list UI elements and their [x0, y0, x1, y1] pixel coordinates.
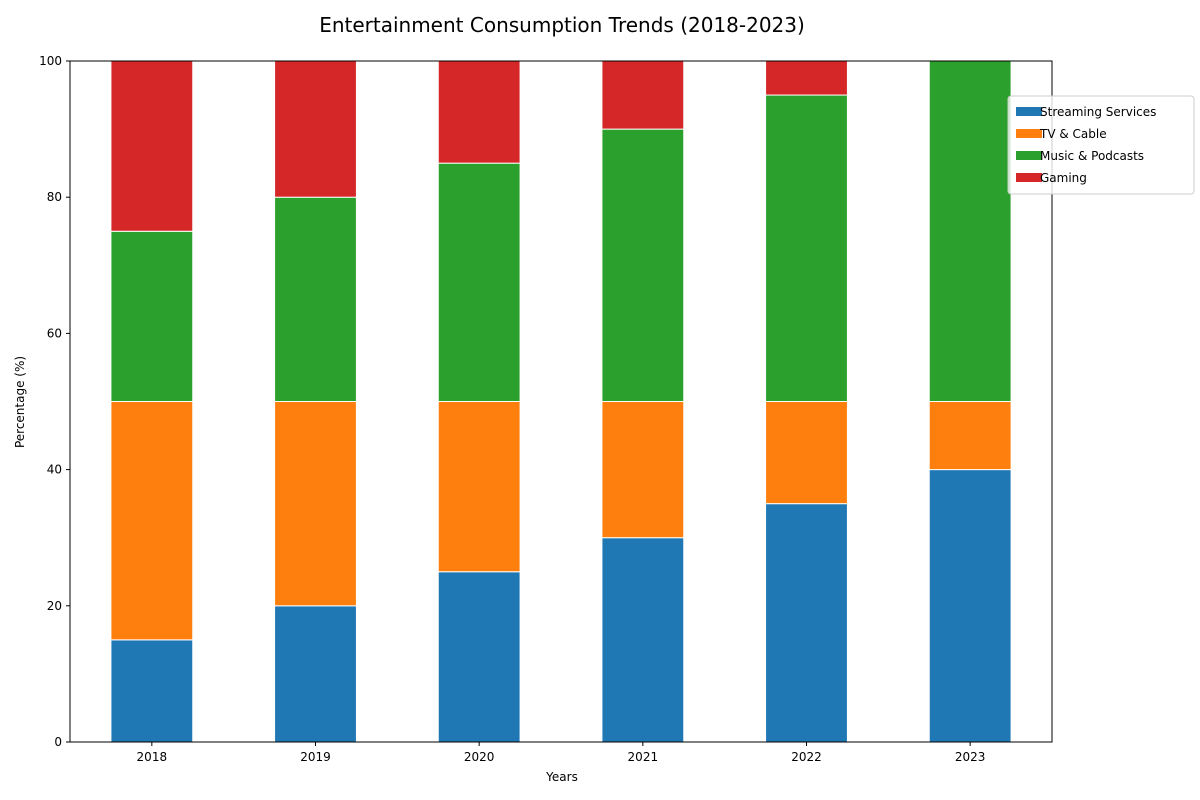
legend: Streaming Services TV & Cable Music & Podc… [1007, 95, 1195, 195]
bar-2019-series-0 [274, 605, 357, 743]
bar-2021-series-0 [601, 537, 685, 743]
legend-frame [1007, 95, 1195, 195]
bar-2023-series-2 [928, 60, 1012, 402]
axes-layer: 0 20 40 60 80 100 2018 2019 2020 2021 2022 2023 [39, 54, 1053, 764]
y-tick-label: 0 [54, 735, 62, 749]
bar-2018-series-3 [110, 60, 194, 232]
x-tick-label: 2023 [955, 750, 986, 764]
bar-2021-series-1 [601, 401, 685, 539]
bar-2022-series-2 [765, 94, 848, 403]
y-tick-label: 100 [39, 54, 62, 68]
bar-2019-series-1 [274, 401, 357, 607]
bar-2023-series-1 [928, 401, 1012, 471]
bar-2021-series-2 [601, 128, 685, 402]
bar-2021-series-3 [601, 60, 685, 130]
legend-swatch [1016, 151, 1042, 160]
x-tick-label: 2021 [628, 750, 659, 764]
bar-2020-series-2 [437, 162, 521, 402]
bar-2022-series-1 [765, 401, 848, 505]
x-tick-label: 2019 [300, 750, 331, 764]
legend-label: Streaming Services [1040, 105, 1156, 119]
bar-2019-series-3 [274, 60, 357, 198]
bar-2018-series-2 [110, 230, 194, 402]
chart-title: Entertainment Consumption Trends (2018-2… [319, 13, 805, 37]
plot-frame [69, 60, 1053, 743]
y-tick-label: 60 [47, 326, 62, 340]
y-tick-label: 80 [47, 190, 62, 204]
bar-2020-series-3 [437, 60, 521, 164]
x-axis-title: Years [545, 770, 578, 784]
bar-2022-series-3 [765, 60, 848, 96]
x-tick-label: 2020 [464, 750, 495, 764]
bar-2022-series-0 [765, 503, 848, 743]
bar-2020-series-1 [437, 401, 521, 573]
legend-swatch [1016, 107, 1042, 116]
legend-label: Gaming [1040, 171, 1087, 185]
legend-swatch [1016, 173, 1042, 182]
bar-2023-series-0 [928, 469, 1012, 743]
bar-2018-series-0 [110, 639, 194, 743]
bars-layer [110, 60, 1012, 743]
x-tick-label: 2018 [137, 750, 168, 764]
legend-label: TV & Cable [1039, 127, 1107, 141]
bar-2020-series-0 [437, 571, 521, 743]
y-axis-title: Percentage (%) [13, 356, 27, 448]
y-tick-label: 20 [47, 599, 62, 613]
legend-label: Music & Podcasts [1040, 149, 1144, 163]
y-tick-label: 40 [47, 463, 62, 477]
bar-2018-series-1 [110, 401, 194, 641]
bar-2019-series-2 [274, 196, 357, 402]
legend-swatch [1016, 129, 1042, 138]
x-tick-label: 2022 [791, 750, 822, 764]
